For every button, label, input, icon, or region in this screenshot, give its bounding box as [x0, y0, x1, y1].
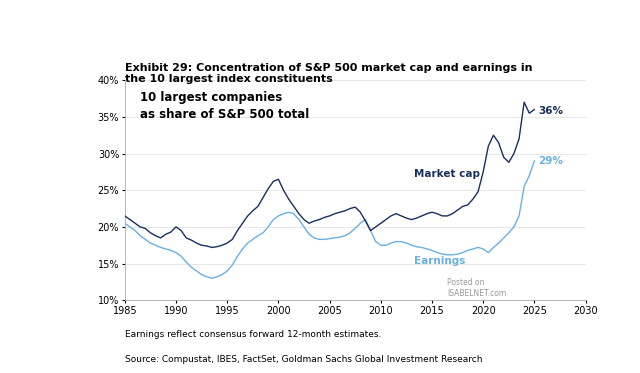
Text: Posted on
ISABELNET.com: Posted on ISABELNET.com	[447, 278, 507, 298]
Text: Market cap: Market cap	[413, 169, 479, 179]
Text: 10 largest companies
as share of S&P 500 total: 10 largest companies as share of S&P 500…	[140, 91, 309, 121]
Text: Source: Compustat, IBES, FactSet, Goldman Sachs Global Investment Research: Source: Compustat, IBES, FactSet, Goldma…	[125, 355, 483, 364]
Text: 36%: 36%	[538, 106, 563, 116]
Text: Earnings reflect consensus forward 12-month estimates.: Earnings reflect consensus forward 12-mo…	[125, 330, 381, 339]
Text: the 10 largest index constituents: the 10 largest index constituents	[125, 74, 333, 84]
Text: 29%: 29%	[538, 156, 563, 166]
Text: Earnings: Earnings	[413, 256, 465, 266]
Text: Exhibit 29: Concentration of S&P 500 market cap and earnings in: Exhibit 29: Concentration of S&P 500 mar…	[125, 63, 532, 73]
